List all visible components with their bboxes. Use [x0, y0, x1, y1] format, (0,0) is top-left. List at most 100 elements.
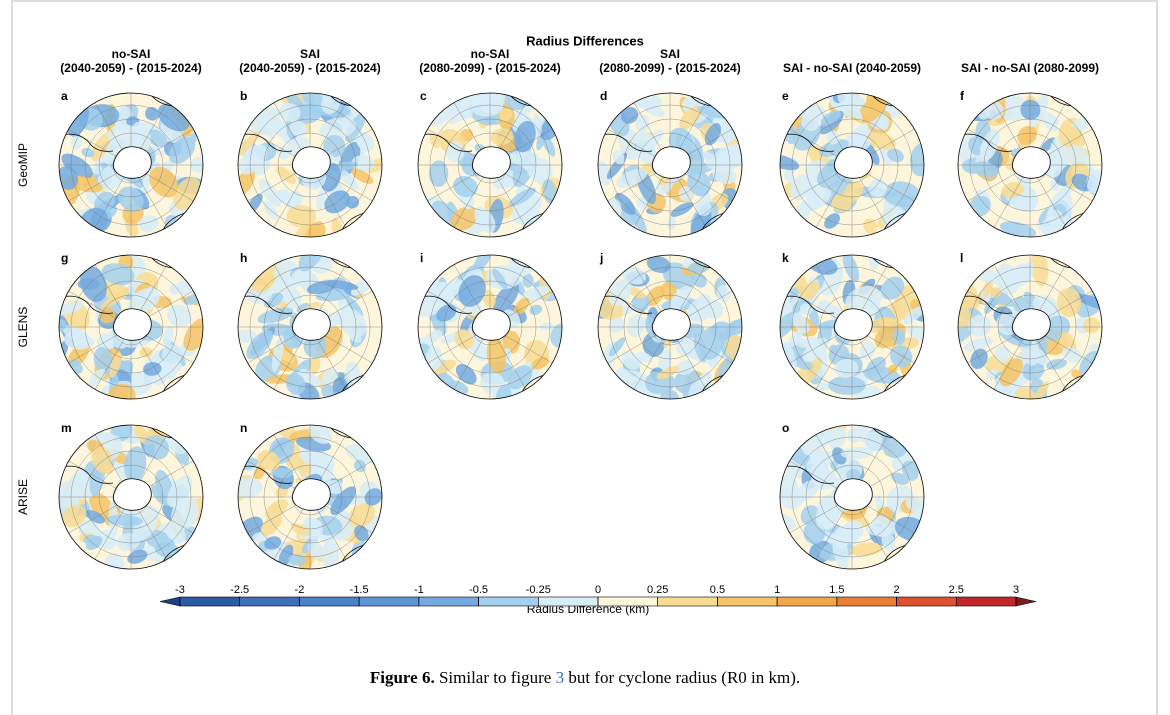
colorbar-bin — [418, 596, 479, 607]
panel-label: n — [240, 421, 247, 435]
anomaly-patch — [290, 523, 311, 536]
anomaly-patch — [258, 178, 282, 207]
anomaly-patch — [800, 303, 813, 316]
frame — [11, 0, 1158, 715]
anomaly-patch — [883, 181, 920, 207]
panel-label: m — [61, 421, 72, 435]
anomaly-patch — [1040, 137, 1056, 153]
polar-map — [598, 93, 742, 237]
anomaly-patch — [1020, 99, 1041, 120]
colorbar-over — [1015, 596, 1037, 607]
antarctica — [834, 146, 873, 179]
anomaly-patch — [1061, 346, 1082, 363]
anomaly-patch — [612, 150, 625, 165]
anomaly-patch — [800, 281, 820, 301]
polar-map — [958, 93, 1102, 237]
panel-label: j — [599, 251, 603, 265]
anomaly-patch — [1017, 125, 1037, 146]
anomaly-patch — [958, 320, 974, 346]
anomaly-patch — [61, 505, 87, 528]
anomaly-patch — [958, 305, 972, 328]
anomaly-patch — [656, 365, 679, 380]
anomaly-patch — [154, 542, 181, 559]
anomaly-patch — [239, 144, 268, 175]
antarctica — [652, 146, 691, 179]
caption-text: Similar to figure — [438, 668, 552, 687]
map-border — [957, 254, 1103, 400]
anomaly-patch — [284, 93, 309, 118]
anomaly-patch — [780, 341, 797, 371]
anomaly-patch — [100, 286, 132, 310]
caption-text: but for cyclone radius (R0 in km). — [568, 668, 801, 687]
anomaly-patch — [139, 347, 153, 358]
antarctica — [1012, 146, 1051, 179]
anomaly-patch — [162, 326, 174, 347]
antarctica — [113, 478, 152, 511]
colorbar-tick-label: 0.5 — [710, 584, 725, 596]
panel-label: d — [600, 89, 607, 103]
anomaly-patch — [432, 359, 457, 374]
anomaly-patch — [238, 329, 257, 343]
anomaly-patch — [642, 129, 664, 152]
colorbar-tick-label: -2 — [295, 584, 305, 596]
anomaly-patch — [474, 206, 496, 233]
map-border — [779, 254, 925, 400]
anomaly-patch — [167, 304, 192, 327]
anomaly-patch — [728, 320, 742, 335]
anomaly-patch — [880, 276, 905, 300]
caption-ref[interactable]: 3 — [555, 668, 565, 687]
anomaly-patch — [492, 268, 508, 290]
anomaly-patch — [307, 540, 324, 559]
map-border — [597, 254, 743, 400]
anomaly-patch — [257, 307, 294, 324]
polar-map — [59, 255, 203, 399]
colorbar-bin — [358, 596, 420, 607]
polar-map — [780, 255, 924, 399]
anomaly-patch — [128, 287, 160, 314]
panel-label: f — [960, 89, 965, 103]
anomaly-patch — [802, 337, 829, 362]
antarctica — [652, 308, 691, 341]
column-header: SAI — [300, 47, 320, 61]
anomaly-patch — [321, 384, 335, 398]
panel-label: i — [420, 251, 423, 265]
map-border — [58, 424, 204, 570]
row-label: GLENS — [16, 307, 30, 348]
colorbar-tick-label: -1.5 — [350, 584, 369, 596]
anomaly-patch — [845, 94, 863, 122]
anomaly-patch — [994, 346, 1011, 363]
anomaly-patch — [130, 121, 151, 152]
anomaly-patch — [842, 255, 860, 283]
colorbar-bin — [717, 596, 778, 607]
anomaly-patch — [260, 515, 280, 536]
anomaly-patch — [1001, 181, 1025, 199]
anomaly-patch — [1045, 358, 1067, 370]
anomaly-patch — [780, 514, 796, 531]
anomaly-patch — [271, 335, 285, 372]
antarctica — [834, 478, 873, 511]
anomaly-patch — [109, 352, 122, 379]
anomaly-patch — [1033, 381, 1049, 399]
anomaly-patch — [1071, 369, 1082, 379]
colorbar-under — [159, 596, 181, 607]
anomaly-patch — [323, 135, 346, 158]
anomaly-patch — [288, 554, 306, 566]
panel-label: c — [420, 89, 427, 103]
colorbar-tick-label: -0.25 — [526, 584, 551, 596]
anomaly-patch — [704, 123, 722, 146]
anomaly-patch — [608, 279, 632, 307]
anomaly-patch — [846, 468, 861, 482]
anomaly-patch — [699, 326, 724, 360]
colorbar-tick-label: 0 — [595, 584, 601, 596]
anomaly-patch — [826, 131, 840, 145]
anomaly-patch — [289, 120, 308, 137]
anomaly-patch — [432, 102, 463, 127]
polar-map — [418, 255, 562, 399]
polar-map — [418, 93, 562, 237]
anomaly-patch — [124, 446, 147, 483]
anomaly-patch — [999, 358, 1023, 387]
panel-label: e — [782, 89, 789, 103]
panel-label: g — [61, 251, 68, 265]
caption: Figure 6. Similar to figure 3 but for cy… — [0, 668, 1170, 688]
anomaly-patch — [423, 330, 443, 344]
